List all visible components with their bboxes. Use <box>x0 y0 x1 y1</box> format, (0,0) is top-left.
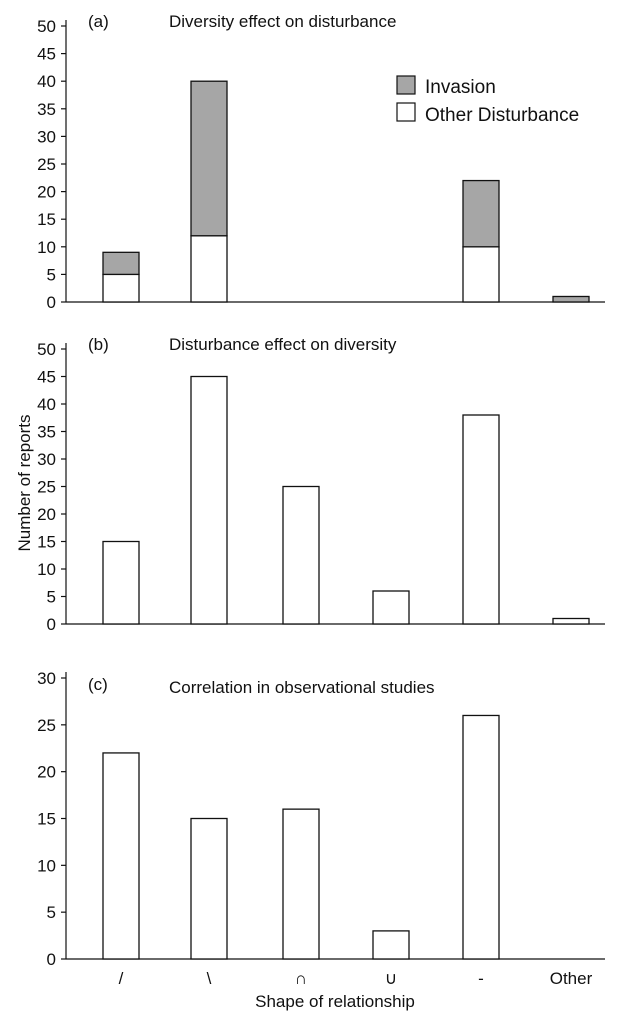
bar-1-invasion <box>102 251 140 276</box>
bar-2 <box>282 485 320 625</box>
y-tick-label-3: 15 <box>37 810 56 829</box>
x-tick-label: \ <box>207 969 212 988</box>
bar-3 <box>462 714 500 960</box>
y-tick-label-3: 30 <box>37 669 56 688</box>
panel-title-1: Diversity effect on disturbance <box>169 12 396 31</box>
legend-label-invasion: Invasion <box>425 77 496 98</box>
legend-swatch-invasion <box>396 75 416 95</box>
x-tick-label: ∪ <box>385 969 397 988</box>
bar-1-other <box>462 246 500 303</box>
y-tick-label-3: 20 <box>37 763 56 782</box>
bar-1-invasion <box>552 295 590 303</box>
bar-3 <box>282 808 320 960</box>
x-axis-label: Shape of relationship <box>255 992 415 1011</box>
y-tick-label-2: 10 <box>37 560 56 579</box>
y-tick-label-2: 35 <box>37 423 56 442</box>
panel-title-3: Correlation in observational studies <box>169 678 435 697</box>
legend-swatch-other <box>396 102 416 122</box>
panel-title-2: Disturbance effect on diversity <box>169 335 397 354</box>
y-tick-label-2: 50 <box>37 340 56 359</box>
bar-2 <box>190 375 228 625</box>
bar-1-invasion <box>462 179 500 248</box>
y-tick-label-3: 10 <box>37 856 56 875</box>
y-tick-label-1: 25 <box>37 155 56 174</box>
y-tick-label-1: 0 <box>47 293 56 312</box>
bar-2 <box>372 590 410 625</box>
y-tick-label-2: 20 <box>37 505 56 524</box>
y-tick-label-1: 5 <box>47 265 56 284</box>
y-tick-label-1: 35 <box>37 100 56 119</box>
y-tick-label-2: 40 <box>37 395 56 414</box>
y-tick-label-1: 50 <box>37 17 56 36</box>
y-tick-label-1: 40 <box>37 72 56 91</box>
y-tick-label-2: 15 <box>37 533 56 552</box>
bar-2 <box>552 617 590 625</box>
panel-label-2: (b) <box>88 335 109 354</box>
x-tick-label: Other <box>550 969 593 988</box>
bar-1-other <box>190 235 228 303</box>
x-tick-label: ∩ <box>295 969 307 988</box>
bar-2 <box>102 540 140 625</box>
y-tick-label-2: 5 <box>47 588 56 607</box>
y-tick-label-3: 5 <box>47 903 56 922</box>
y-tick-label-3: 25 <box>37 716 56 735</box>
y-tick-label-3: 0 <box>47 950 56 969</box>
bar-2 <box>462 414 500 625</box>
y-tick-label-1: 30 <box>37 127 56 146</box>
bar-3 <box>372 930 410 960</box>
panel-label-1: (a) <box>88 12 109 31</box>
bar-3 <box>190 817 228 960</box>
bar-3 <box>102 752 140 960</box>
y-axis-label: Number of reports <box>15 415 34 552</box>
y-tick-label-1: 20 <box>37 183 56 202</box>
legend-label-other: Other Disturbance <box>425 105 579 126</box>
y-tick-label-2: 30 <box>37 450 56 469</box>
y-tick-label-1: 10 <box>37 238 56 257</box>
y-tick-label-1: 15 <box>37 210 56 229</box>
y-tick-label-1: 45 <box>37 45 56 64</box>
panel-label-3: (c) <box>88 675 108 694</box>
y-tick-label-2: 45 <box>37 368 56 387</box>
bar-1-invasion <box>190 80 228 237</box>
y-tick-label-2: 0 <box>47 615 56 634</box>
y-tick-label-2: 25 <box>37 478 56 497</box>
bar-1-other <box>102 273 140 303</box>
x-tick-label: / <box>119 969 124 988</box>
x-tick-label: - <box>478 969 484 988</box>
